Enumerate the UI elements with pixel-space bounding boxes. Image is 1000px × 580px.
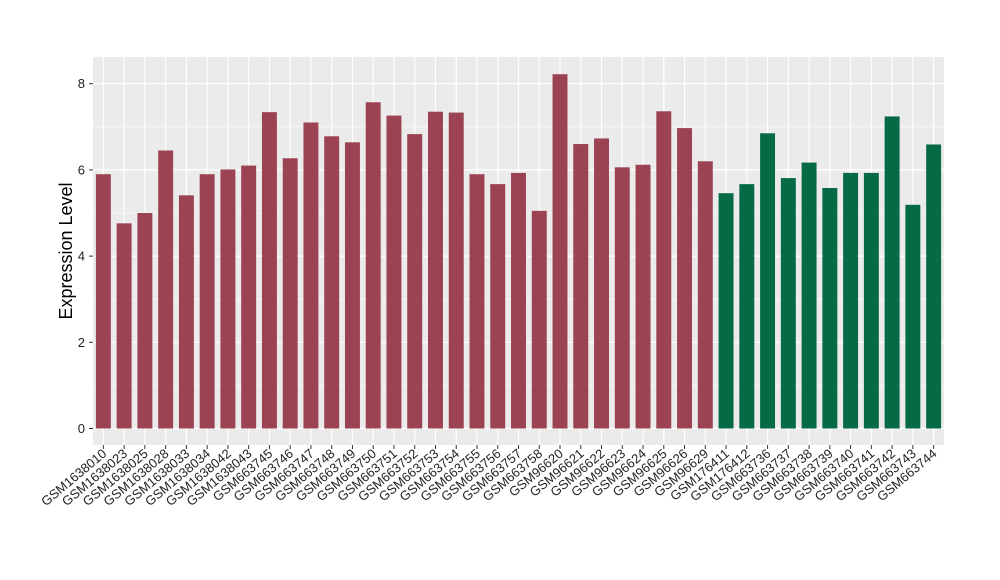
bar-gsm663755 [469,174,485,429]
bar-gsm1638042 [220,169,236,429]
bar-gsm176411 [718,193,734,429]
bar-gsm176412 [739,184,755,429]
bar-gsm96623 [614,167,630,429]
bar-gsm96626 [677,128,693,429]
bar-gsm663748 [324,136,340,429]
bar-gsm663753 [428,111,443,429]
bars [95,74,942,429]
bar-gsm663738 [801,162,817,429]
bar-gsm1638023 [116,223,132,429]
bar-gsm96620 [552,74,568,429]
bar-gsm663737 [780,178,796,429]
bar-gsm663750 [365,102,381,429]
bar-gsm663746 [282,158,298,429]
bar-gsm96624 [635,164,651,429]
bar-gsm663736 [760,133,776,429]
bar-gsm1638043 [241,165,257,429]
bar-gsm663758 [531,210,547,429]
bar-gsm1638028 [158,150,174,429]
bar-gsm663752 [407,134,423,429]
y-tick-label: 4 [78,249,85,264]
bar-gsm663749 [344,142,360,429]
bar-gsm1638033 [178,195,194,429]
bar-gsm1638010 [95,174,111,429]
bar-gsm96625 [656,111,672,429]
bar-gsm663751 [386,115,402,429]
y-axis: 0 2 4 6 8 [78,76,93,436]
bar-gsm663745 [261,112,277,429]
bar-gsm663754 [448,112,464,429]
bar-gsm663741 [863,172,879,429]
bar-gsm96629 [697,161,713,429]
x-axis: GSM1638010GSM1638023GSM1638025GSM1638028… [38,445,940,509]
y-tick-label: 6 [78,162,85,177]
y-tick-label: 0 [78,421,85,436]
bar-gsm663743 [905,204,921,429]
bar-gsm96621 [573,144,589,429]
bar-gsm663739 [822,188,838,429]
y-tick-label: 8 [78,76,85,91]
bar-gsm663742 [884,116,900,429]
bar-gsm663756 [490,184,506,429]
bar-gsm96622 [594,138,609,429]
y-tick-label: 2 [78,335,85,350]
bar-gsm663744 [926,144,942,429]
bar-gsm663757 [511,172,526,429]
bar-gsm1638034 [199,174,215,429]
bar-gsm663740 [843,172,859,429]
y-axis-title: Expression Level [56,182,76,319]
bar-gsm1638025 [137,213,153,429]
bar-gsm663747 [303,122,319,429]
